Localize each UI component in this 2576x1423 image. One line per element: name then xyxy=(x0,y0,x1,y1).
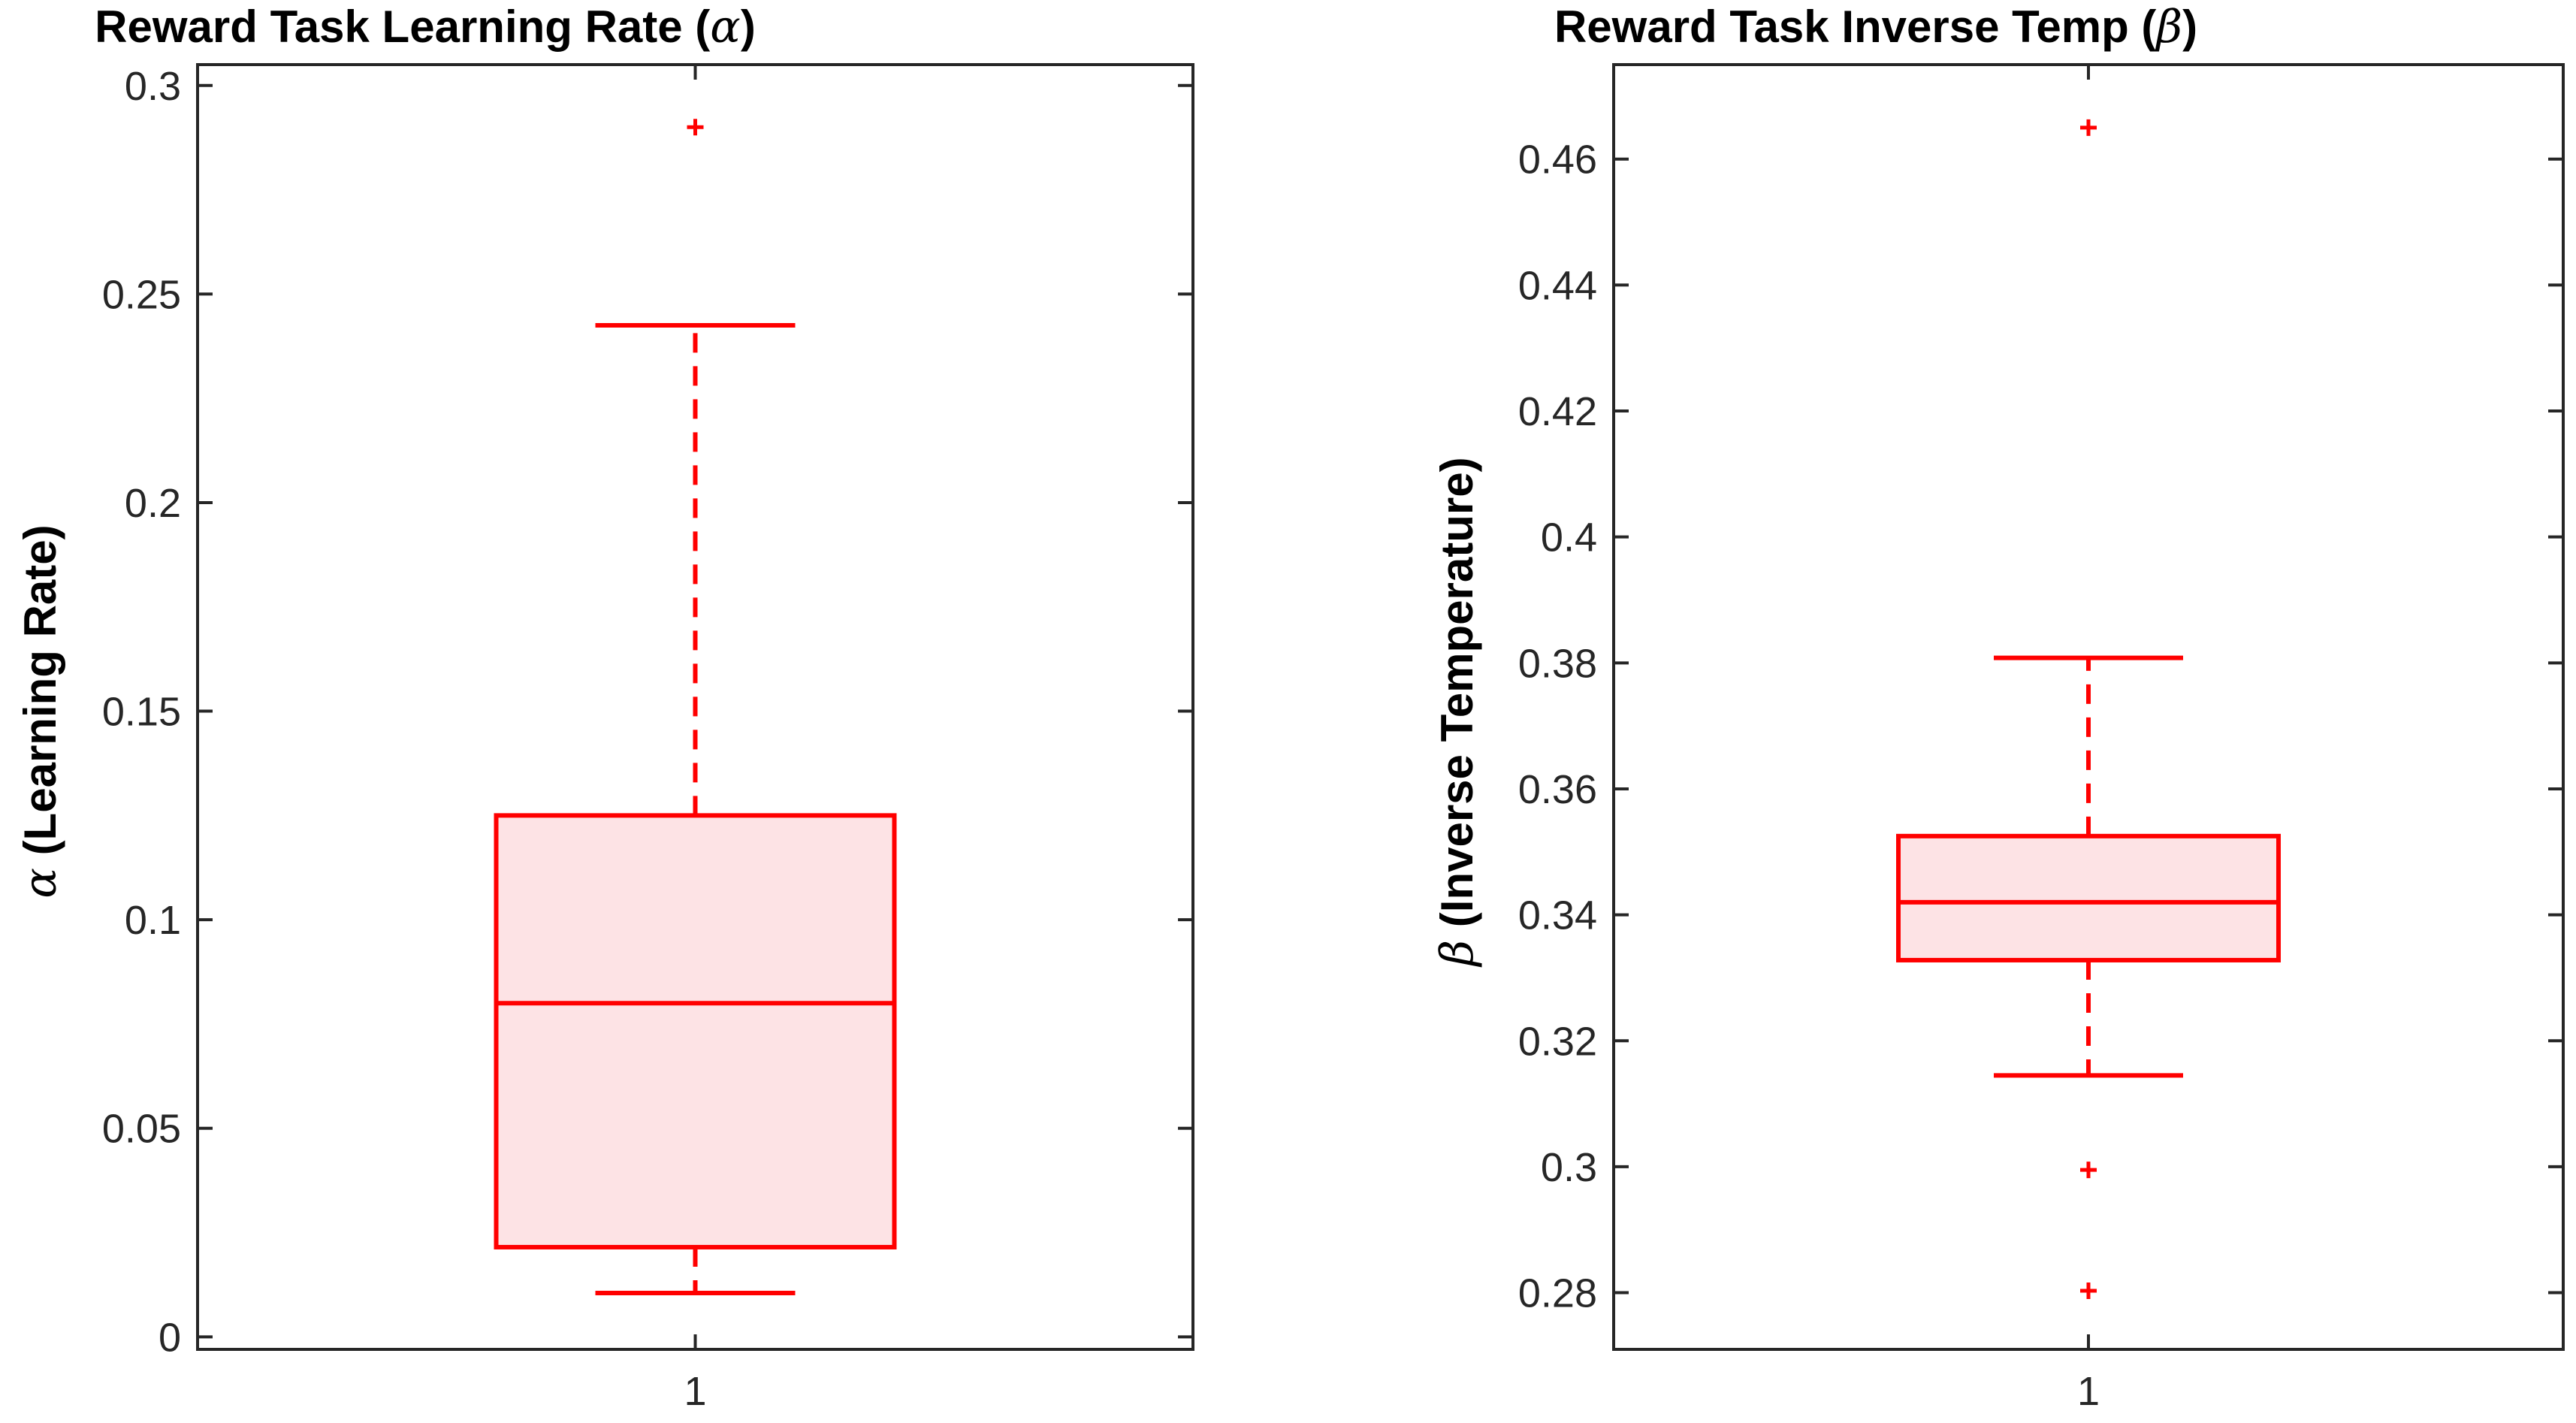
plot-area: 0.28 0.3 0.32 0.34 0.36 0.38 0.4 0.42 0.44 0.46 1 xyxy=(1518,63,2565,1414)
y-tick-label: 0.15 xyxy=(102,690,181,735)
y-axis-label: β (Inverse Temperature) xyxy=(1431,457,1484,967)
y-tick-label: 0 xyxy=(159,1315,181,1360)
y-tick-label: 0.3 xyxy=(1541,1145,1597,1190)
chart-title: Reward Task Learning Rate (α) xyxy=(95,1,756,53)
y-tick-label: 0.32 xyxy=(1518,1019,1597,1064)
chart-panel-learning-rate: Reward Task Learning Rate (α) α (Learnin… xyxy=(14,1,1194,1414)
outlier-marker xyxy=(687,119,704,136)
axes-frame xyxy=(1612,63,2565,1351)
plot-area: 0 0.05 0.1 0.15 0.2 0.25 0.3 1 xyxy=(102,63,1194,1414)
y-tick-label: 0.25 xyxy=(102,272,181,317)
y-tick-label: 0.2 xyxy=(125,481,181,526)
y-tick-label: 0.28 xyxy=(1518,1271,1597,1316)
y-tick-label: 0.3 xyxy=(125,64,181,109)
y-tick-label: 0.05 xyxy=(102,1107,181,1152)
x-tick-label: 1 xyxy=(684,1369,706,1414)
y-tick-label: 0.1 xyxy=(125,898,181,943)
outlier-marker xyxy=(2080,119,2097,136)
y-axis-label: α (Learning Rate) xyxy=(14,524,67,898)
chart-panel-inverse-temp: Reward Task Inverse Temp (β) β (Inverse … xyxy=(1431,1,2565,1414)
box xyxy=(1896,833,2281,962)
y-tick-label: 0.42 xyxy=(1518,389,1597,434)
box xyxy=(494,813,897,1249)
outlier-marker xyxy=(2080,1283,2097,1300)
outlier-marker xyxy=(2080,1162,2097,1179)
y-tick-label: 0.4 xyxy=(1541,515,1597,560)
y-tick-label: 0.34 xyxy=(1518,893,1597,938)
chart-title: Reward Task Inverse Temp (β) xyxy=(1554,1,2197,53)
y-tick-label: 0.36 xyxy=(1518,767,1597,812)
y-tick-label: 0.38 xyxy=(1518,641,1597,686)
x-tick-label: 1 xyxy=(2077,1369,2100,1414)
y-tick-label: 0.44 xyxy=(1518,263,1597,308)
y-tick-label: 0.46 xyxy=(1518,137,1597,183)
